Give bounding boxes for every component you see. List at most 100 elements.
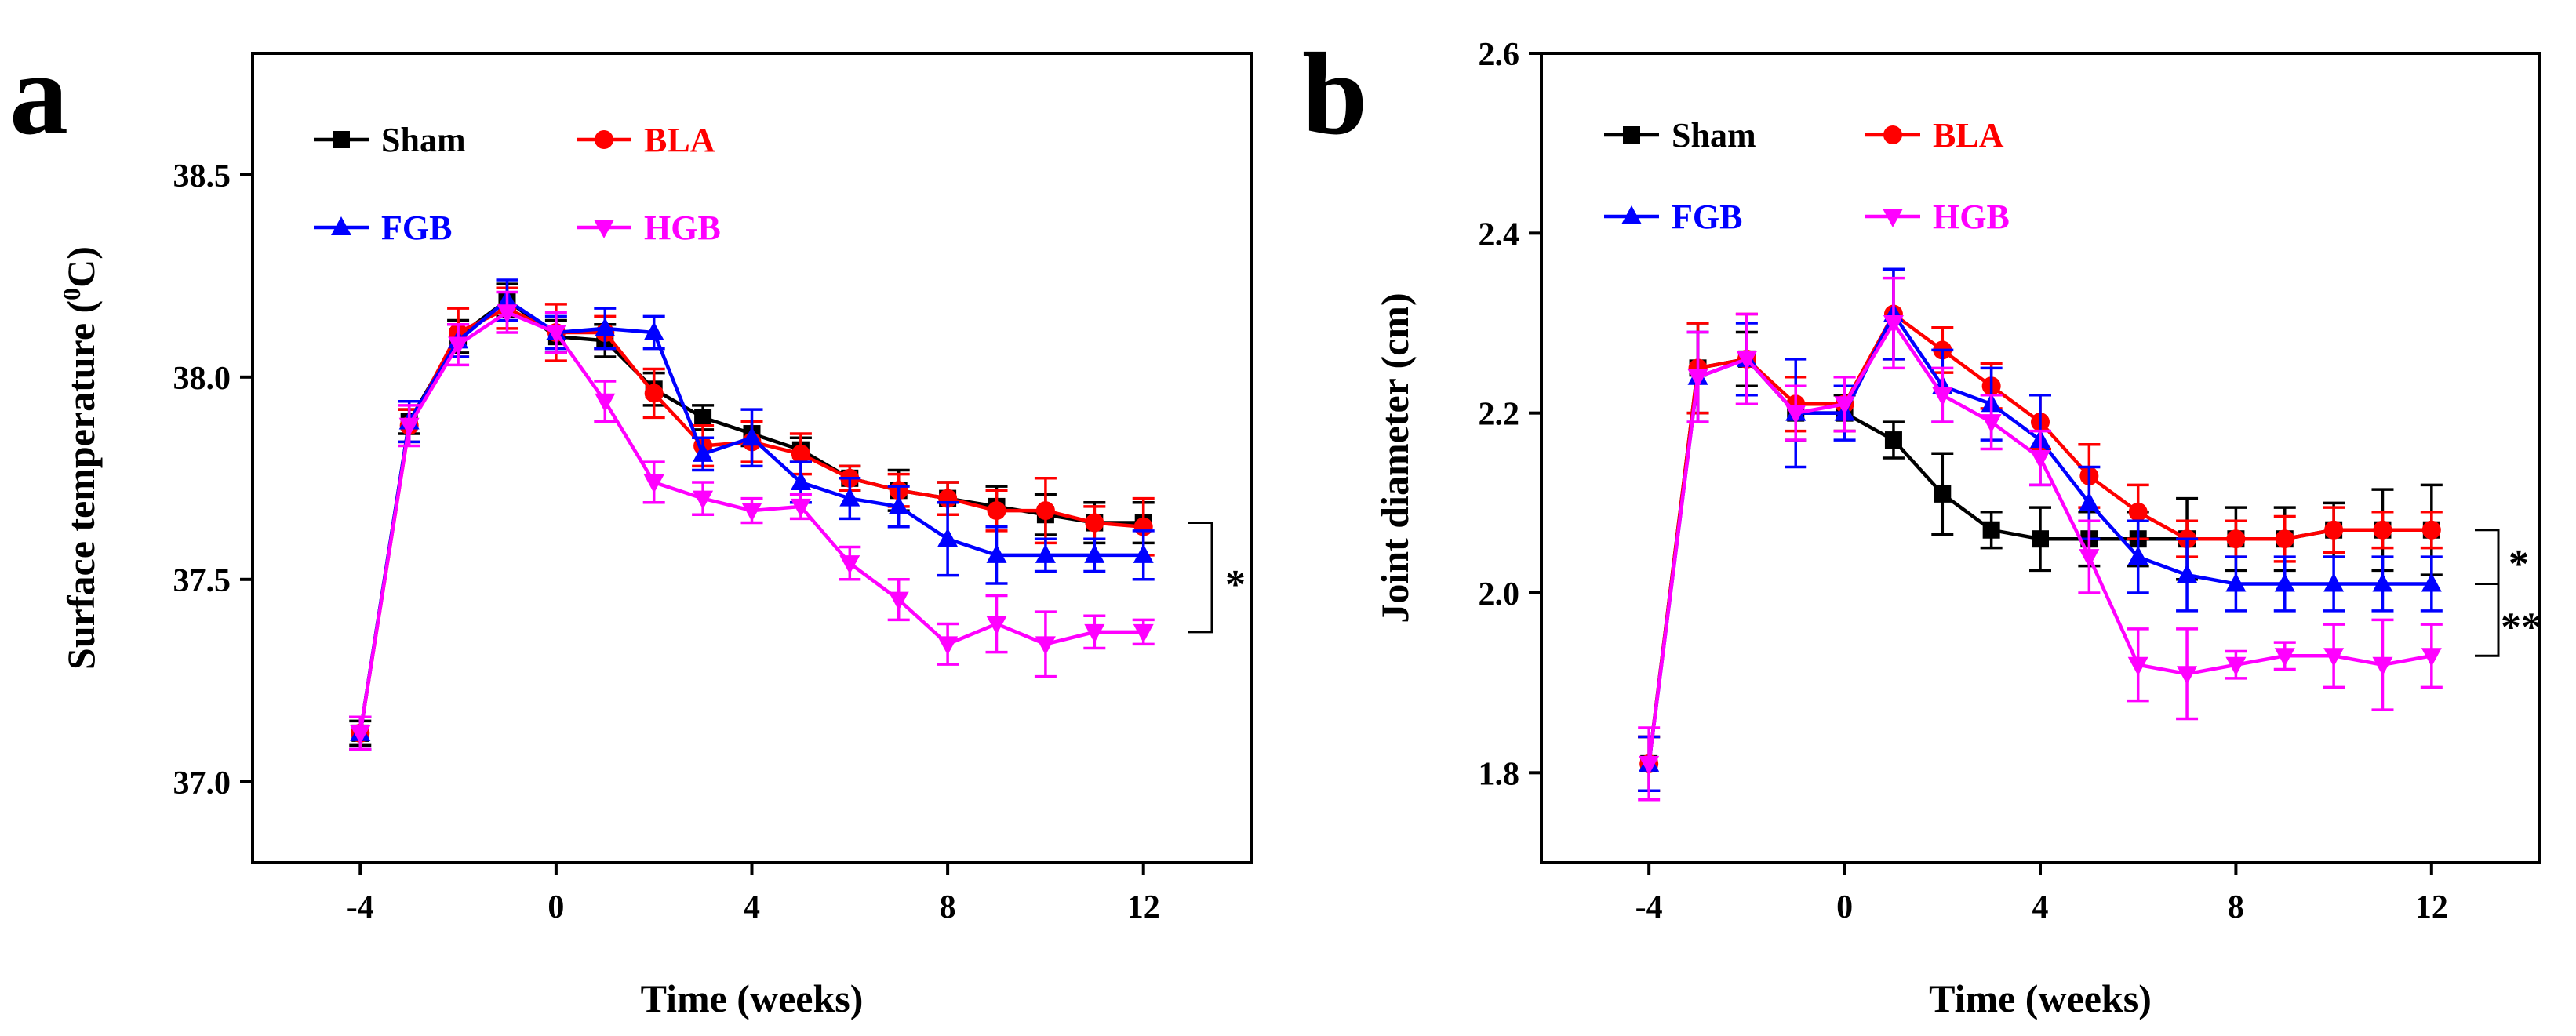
data-point: [986, 543, 1007, 563]
data-point: [937, 636, 959, 656]
x-tick-label: 8: [2228, 889, 2244, 925]
data-point: [2421, 520, 2441, 540]
data-point: [2128, 502, 2148, 522]
data-point: [1834, 396, 1855, 416]
data-point: [1934, 485, 1952, 503]
data-point: [693, 490, 714, 510]
legend-marker: [1883, 209, 1903, 227]
data-point: [350, 725, 371, 744]
data-point: [937, 528, 959, 547]
data-point: [1687, 369, 1708, 388]
data-point: [693, 442, 714, 462]
data-point: [888, 591, 909, 611]
y-axis-label: Joint diameter (cm): [1373, 293, 1417, 623]
data-point: [2030, 450, 2050, 469]
data-point: [2421, 573, 2442, 592]
y-tick-label: 37.5: [173, 563, 231, 599]
data-point: [643, 474, 664, 493]
data-point: [2323, 573, 2345, 592]
data-point: [2324, 520, 2344, 540]
data-point: [2032, 530, 2049, 548]
data-point: [1084, 623, 1105, 643]
legend: Sham BLA FGB HGB: [314, 121, 721, 247]
chart-panel-b: -4 0 4 8 12 1.8 2.0 2.2 2.4 2.6 Time (weeks) Joint …: [1302, 29, 2541, 1020]
significance-bracket: *: [1188, 522, 1246, 634]
x-tick-label: 4: [744, 889, 760, 925]
legend-marker: [333, 131, 350, 148]
data-point: [2421, 648, 2442, 667]
legend-label: Sham: [1672, 116, 1756, 154]
data-point: [790, 471, 811, 490]
y-tick-label: 2.0: [1479, 576, 1520, 613]
y-tick-label: 2.2: [1479, 397, 1520, 433]
legend-label: FGB: [381, 209, 452, 247]
data-point: [2079, 549, 2100, 569]
legend-marker: [594, 220, 614, 238]
legend-label: Sham: [381, 121, 466, 159]
legend: Sham BLA FGB HGB: [1604, 116, 2010, 236]
significance-label: **: [2501, 605, 2541, 649]
data-point: [2177, 666, 2198, 685]
bracket-line: [2475, 529, 2500, 586]
series-hgb: [1638, 276, 2443, 802]
data-point: [888, 495, 909, 514]
legend-label: HGB: [644, 209, 721, 247]
bracket-line: [1188, 522, 1213, 634]
x-tick-label: 8: [940, 889, 956, 925]
x-tick-label: 4: [2032, 889, 2049, 925]
significance-label: *: [1225, 562, 1246, 607]
data-point: [1035, 501, 1055, 521]
legend-label: FGB: [1672, 198, 1742, 236]
legend-label: BLA: [644, 121, 715, 159]
data-point: [1035, 543, 1056, 563]
x-tick-label: 0: [1836, 889, 1853, 925]
data-point: [987, 501, 1006, 521]
panel-label: a: [9, 29, 68, 159]
y-tick-label: 2.4: [1479, 216, 1520, 253]
data-point: [1084, 543, 1105, 563]
y-axis-label-superscript: 0: [57, 288, 86, 300]
data-point: [2274, 648, 2295, 667]
data-point: [1883, 315, 1904, 334]
data-point: [644, 384, 664, 403]
x-axis-label: Time (weeks): [641, 976, 864, 1020]
data-point: [1981, 414, 2002, 434]
data-point: [1932, 387, 1953, 406]
data-point: [1035, 636, 1056, 656]
data-point: [741, 503, 762, 522]
data-point: [790, 498, 811, 518]
y-axis-label-unit: C): [59, 246, 103, 288]
data-point: [791, 444, 810, 463]
legend-marker: [1621, 205, 1642, 224]
data-point: [2372, 573, 2393, 592]
legend-marker: [1883, 125, 1902, 144]
data-point: [2275, 529, 2294, 549]
x-tick-label: 12: [2415, 889, 2448, 925]
legend-label: HGB: [1933, 198, 2010, 236]
y-axis-label-text: Surface temperature (: [59, 300, 103, 670]
significance-bracket: *: [2475, 529, 2529, 587]
y-axis-label: Surface temperature (0C): [57, 246, 103, 670]
legend-label: BLA: [1933, 116, 2004, 154]
x-tick-label: -4: [1635, 889, 1663, 925]
data-point: [448, 336, 469, 356]
data-point: [1736, 351, 1757, 370]
data-point: [545, 325, 566, 344]
data-point: [1884, 431, 1902, 449]
legend-marker: [331, 216, 351, 235]
data-point: [694, 409, 712, 427]
data-point: [2225, 573, 2247, 592]
data-point: [2225, 656, 2247, 676]
data-point: [1639, 755, 1660, 775]
y-tick-label: 38.5: [173, 158, 231, 194]
data-point: [2323, 648, 2345, 667]
data-point: [2127, 546, 2148, 565]
data-point: [398, 417, 420, 437]
data-point: [741, 427, 762, 446]
y-tick-label: 2.6: [1479, 37, 1520, 73]
x-axis-label: Time (weeks): [1929, 976, 2152, 1020]
legend-marker: [595, 130, 613, 149]
data-point: [2079, 492, 2100, 511]
significance-label: *: [2509, 542, 2529, 587]
